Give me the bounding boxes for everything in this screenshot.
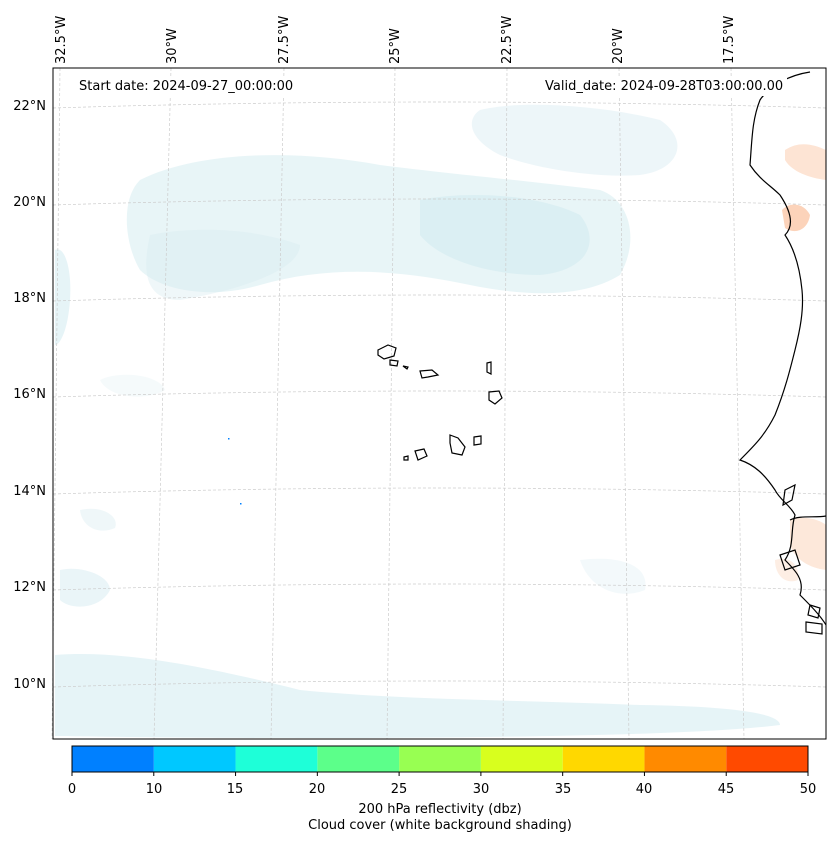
colorbar-segment — [317, 746, 400, 772]
colorbar-sublabel: Cloud cover (white background shading) — [308, 818, 572, 833]
colorbar-tick: 25 — [390, 782, 408, 797]
colorbar-tick: 20 — [308, 782, 326, 797]
colorbar-tick: 40 — [635, 782, 653, 797]
colorbar — [71, 745, 809, 776]
colorbar-segment — [399, 746, 481, 772]
colorbar-segment — [235, 746, 318, 772]
colorbar-segment — [726, 746, 808, 772]
graticule — [51, 67, 827, 740]
lat-label-12n: 12°N — [13, 580, 46, 595]
colorbar-tick: 30 — [472, 782, 490, 797]
colorbar-segment — [562, 746, 645, 772]
lat-label-16n: 16°N — [13, 387, 46, 402]
map-frame — [52, 67, 827, 740]
lat-label-22n: 22°N — [13, 99, 46, 114]
colorbar-label: 200 hPa reflectivity (dbz) — [358, 802, 522, 817]
lat-label-10n: 10°N — [13, 677, 46, 692]
colorbar-tick: 50 — [799, 782, 817, 797]
colorbar-tick: 15 — [226, 782, 244, 797]
lon-label-32-5w: 32.5°W — [54, 15, 69, 64]
start-date-label: Start date: 2024-09-27_00:00:00 — [75, 78, 298, 96]
lon-label-20w: 20°W — [611, 28, 626, 64]
lon-label-25w: 25°W — [388, 28, 403, 64]
colorbar-segment — [72, 746, 154, 772]
lon-label-17-5w: 17.5°W — [722, 15, 737, 64]
lat-label-20n: 20°N — [13, 195, 46, 210]
cape-verde-islands — [377, 344, 503, 461]
coastline — [738, 71, 827, 635]
colorbar-tick: 35 — [554, 782, 572, 797]
colorbar-tick: 10 — [145, 782, 163, 797]
lon-label-22-5w: 22.5°W — [500, 15, 515, 64]
colorbar-tick: 45 — [717, 782, 735, 797]
colorbar-tick: 0 — [67, 782, 77, 797]
lon-label-30w: 30°W — [165, 28, 180, 64]
lat-label-18n: 18°N — [13, 291, 46, 306]
cloud-cover-shading — [55, 104, 780, 738]
colorbar-segment — [153, 746, 236, 772]
colorbar-segment — [644, 746, 727, 772]
colorbar-segment — [480, 746, 563, 772]
reflectivity-patches — [228, 144, 826, 582]
lat-label-14n: 14°N — [13, 484, 46, 499]
valid-date-label: Valid_date: 2024-09-28T03:00:00.00 — [541, 78, 788, 96]
lon-label-27-5w: 27.5°W — [277, 15, 292, 64]
